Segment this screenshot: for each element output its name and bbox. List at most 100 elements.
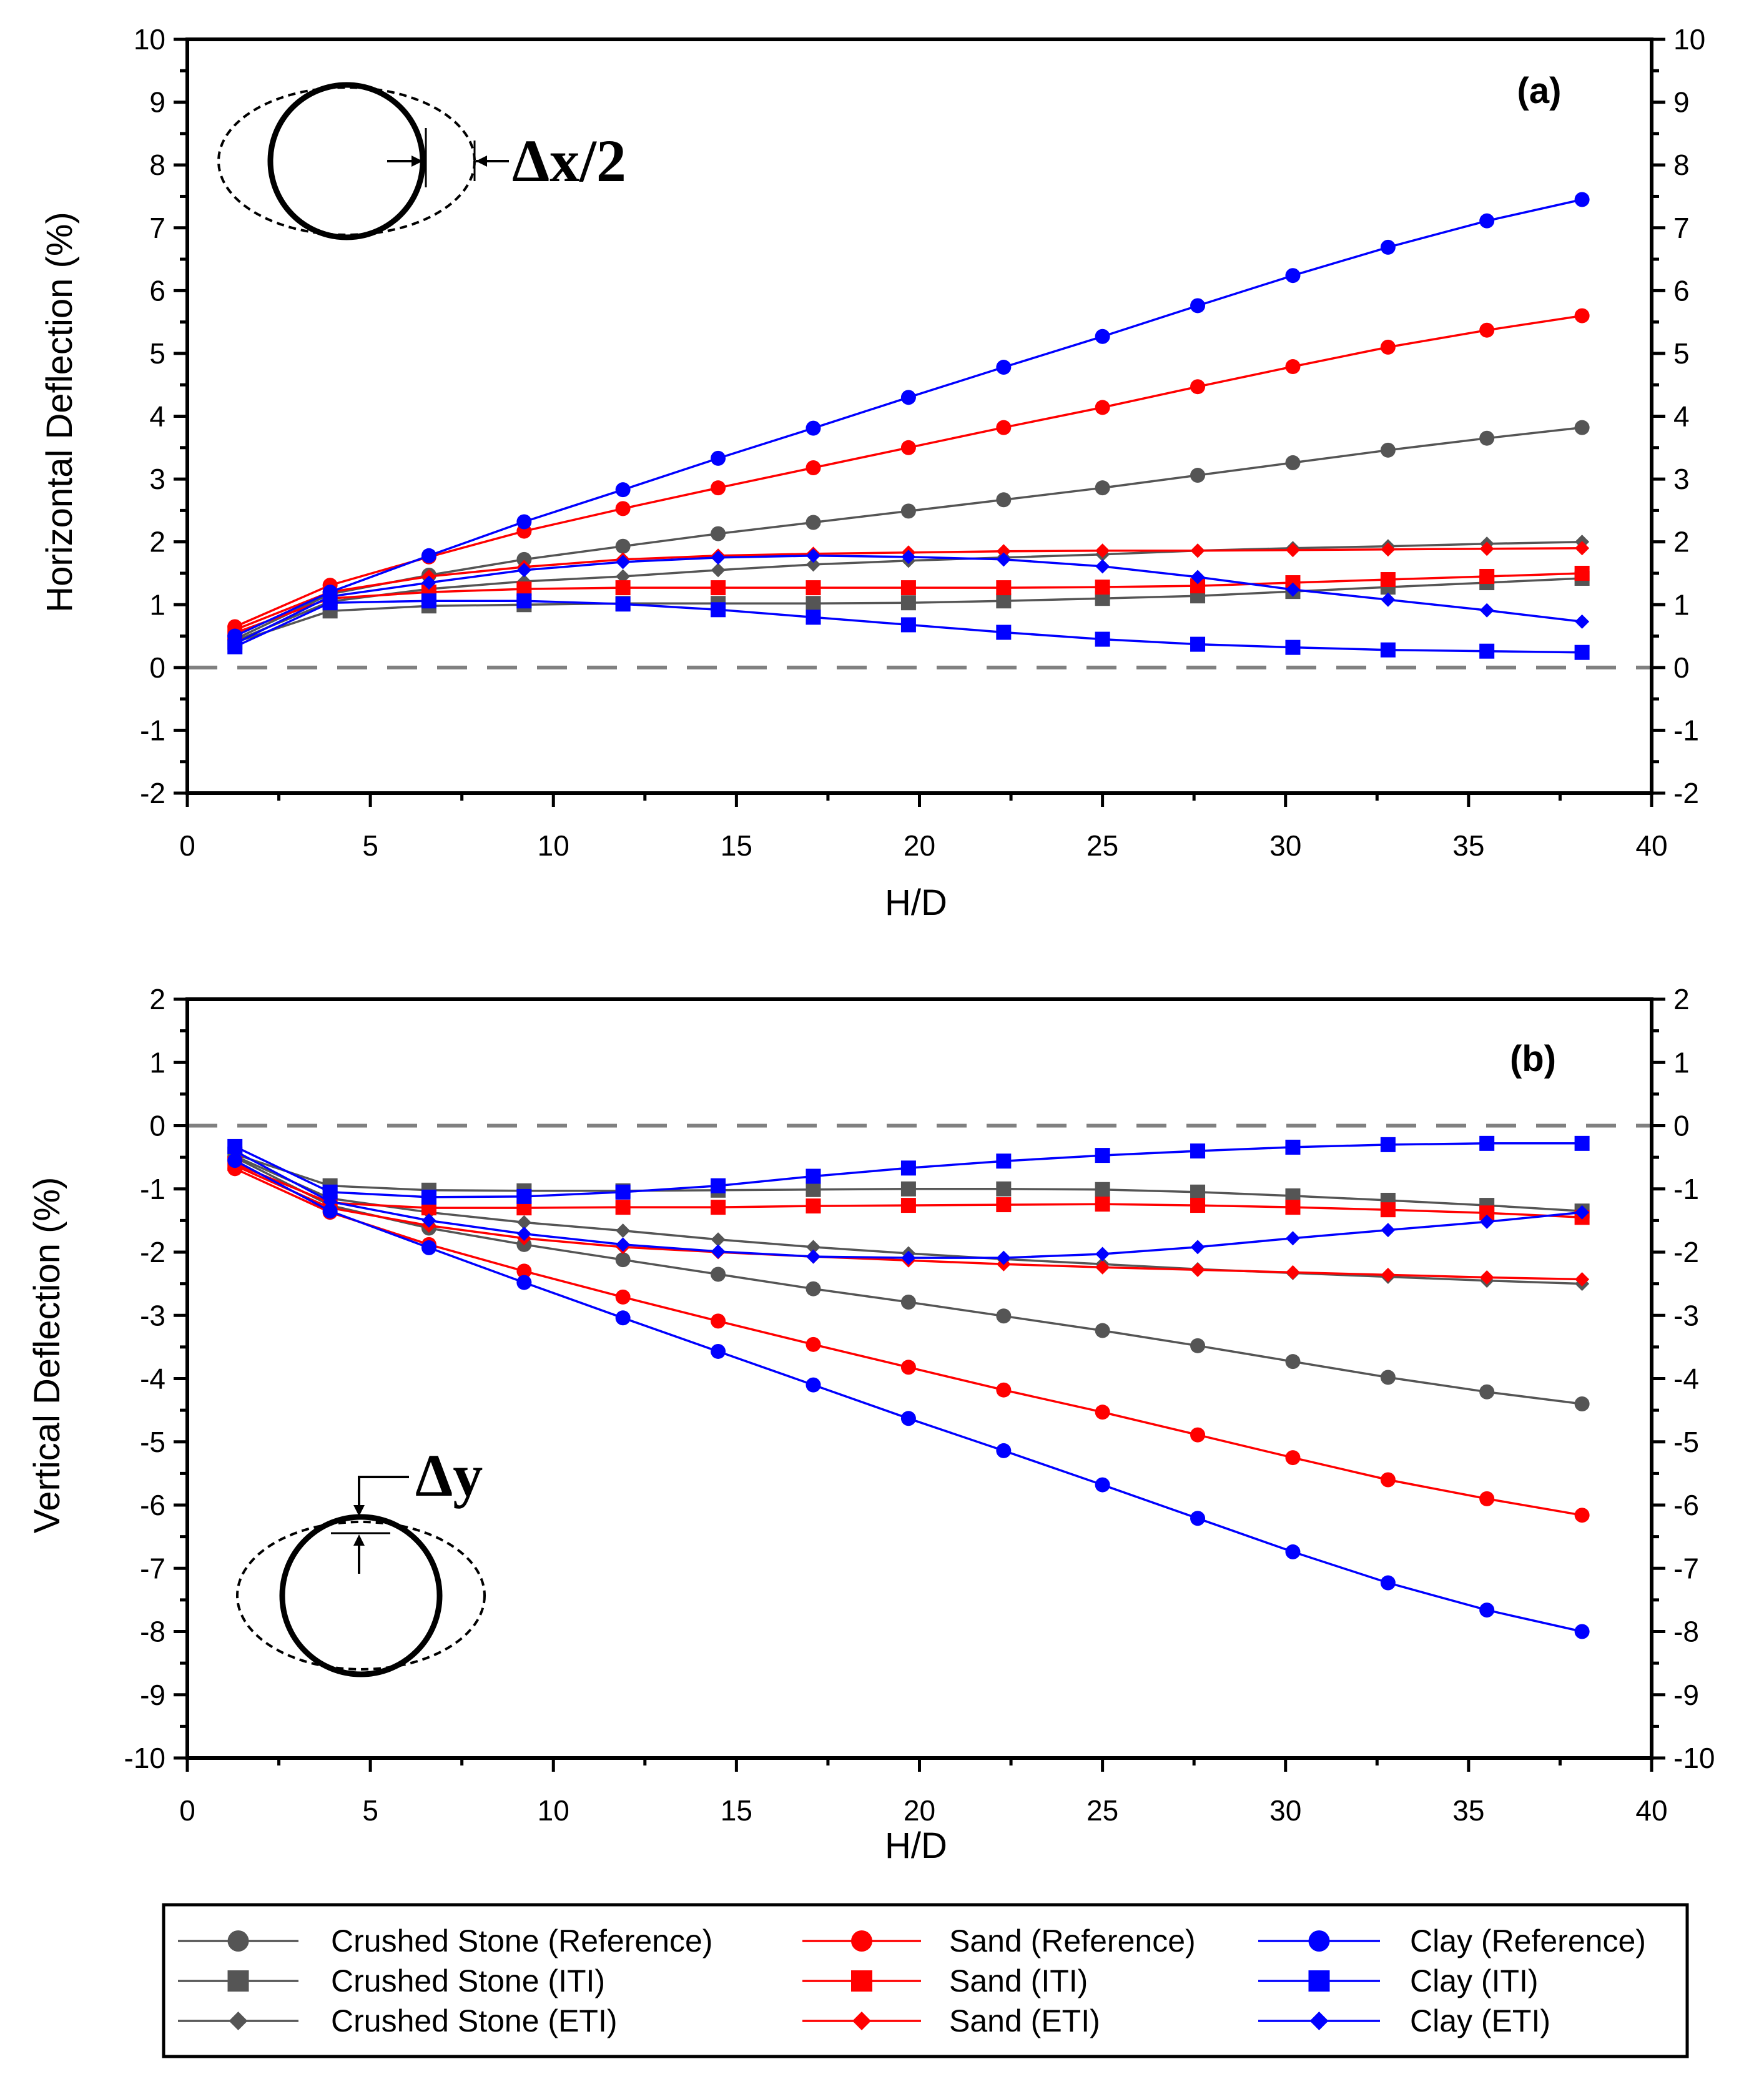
- panel-a-y-tick-label-left: 2: [149, 526, 165, 558]
- panel-b-series-clay-reference: [227, 1153, 1590, 1639]
- panel-b-y-tick-label-right: -3: [1673, 1299, 1699, 1331]
- panel-a-y-axis-title: Horizontal Deflection (%): [39, 212, 80, 612]
- panel-a-y-tick-label-right: 1: [1673, 588, 1690, 621]
- panel-a-series-sand-reference-point: [806, 460, 821, 475]
- panel-a-x-tick-label: 25: [1086, 829, 1118, 862]
- panel-b-series-crushed-stone-reference-point: [1574, 1396, 1590, 1411]
- panel-b-series-crushed-stone-reference-point: [900, 1294, 916, 1310]
- panel-b-series-crushed-stone-reference-point: [1380, 1370, 1396, 1385]
- panel-a-y-tick-label-right: -2: [1673, 777, 1699, 809]
- panel-a-series-crushed-stone-reference-point: [711, 526, 726, 541]
- panel-a-series-clay-reference-point: [900, 390, 916, 405]
- legend-item-sand-reference-label: Sand (Reference): [949, 1923, 1196, 1958]
- panel-b-series-clay-reference-point: [227, 1153, 243, 1168]
- panel-a-series-clay-eti-point: [1190, 570, 1205, 585]
- panel-a-pipe-deflection-inset: Δx/2: [217, 82, 626, 240]
- panel-a-series-clay-iti-point: [615, 596, 631, 612]
- legend-frame: [162, 1903, 1689, 2058]
- panel-b-series-clay-iti-point: [421, 1189, 436, 1205]
- panel-b-series-clay-eti-point: [1190, 1240, 1205, 1255]
- panel-a-series-sand-reference-point: [1190, 379, 1206, 395]
- panel-a-series-clay-eti: [227, 548, 1590, 651]
- panel-a-y-tick-label-left: 10: [134, 23, 165, 56]
- legend-item-sand-eti-marker: [852, 2012, 871, 2030]
- panel-b-series-clay-iti-point: [900, 1160, 916, 1176]
- legend-item-sand-iti: Sand (ITI): [802, 1963, 1088, 1998]
- legend-item-clay-eti: Clay (ETI): [1258, 2003, 1550, 2038]
- panel-b-series-sand-iti-point: [1285, 1200, 1301, 1215]
- panel-b-y-tick-label-left: -4: [140, 1363, 165, 1395]
- panel-a-series-clay-iti-point: [1574, 644, 1590, 660]
- panel-b-series-clay-reference-point: [1574, 1624, 1590, 1639]
- panel-b-series-clay-reference-point: [1380, 1575, 1396, 1591]
- panel-b-y-tick-label-right: -9: [1673, 1679, 1699, 1711]
- panel-a-series-crushed-stone-eti-point: [616, 569, 631, 584]
- panel-a-series-clay-iti-point: [516, 593, 532, 609]
- panel-a-series-sand-reference-point: [1574, 308, 1590, 323]
- panel-b-series-clay-iti-point: [615, 1184, 631, 1200]
- panel-b-x-tick-label: 25: [1086, 1794, 1118, 1827]
- panel-a-x-tick-label: 40: [1635, 829, 1667, 862]
- panel-b-y-tick-label-right: -6: [1673, 1489, 1699, 1521]
- panel-a-series-clay-eti-point: [806, 548, 820, 563]
- panel-a-series-clay-reference-point: [615, 482, 631, 498]
- panel-b-series-clay-reference-point: [1479, 1602, 1495, 1618]
- panel-a-x-tick-label: 30: [1269, 829, 1301, 862]
- panel-a-series-clay-iti-point: [421, 593, 436, 609]
- panel-a-series-group: [227, 192, 1590, 660]
- panel-a-series-clay-eti-point: [1285, 582, 1300, 597]
- panel-b-series-clay-reference-point: [996, 1443, 1012, 1458]
- legend-item-sand-eti-label: Sand (ETI): [949, 2003, 1100, 2038]
- panel-a-series-sand-iti-point: [1479, 568, 1495, 584]
- panel-b-series-clay-reference-point: [516, 1275, 532, 1290]
- panel-b-x-tick-label: 15: [721, 1794, 752, 1827]
- panel-b-series-sand-eti-point: [1190, 1262, 1205, 1277]
- panel-b-series-sand-reference-point: [1479, 1491, 1495, 1506]
- panel-a-x-axis-title: H/D: [885, 882, 947, 923]
- panel-a-y-tick-label-right: 8: [1673, 149, 1690, 181]
- panel-b-series-clay-iti-point: [806, 1168, 821, 1184]
- panel-a-series-crushed-stone-iti-point: [900, 595, 916, 611]
- panel-b-y-tick-label-right: -1: [1673, 1173, 1699, 1205]
- panel-a-series-sand-reference-point: [1095, 400, 1110, 415]
- panel-a-series-clay-reference-point: [516, 514, 532, 530]
- panel-b-series-clay-eti-point: [323, 1194, 338, 1209]
- panel-a-series-crushed-stone-iti-point: [996, 593, 1012, 609]
- panel-b-y-tick-label-left: -3: [140, 1299, 165, 1331]
- panel-b-x-tick-label: 40: [1635, 1794, 1667, 1827]
- panel-a-series-crushed-stone-reference-point: [1574, 420, 1590, 435]
- panel-a-y-tick-label-left: 9: [149, 86, 165, 119]
- panel-a-y-tick-label-left: 4: [149, 400, 165, 433]
- panel-a-series-clay-reference-point: [421, 548, 436, 563]
- panel-b-series-crushed-stone-eti-point: [711, 1232, 726, 1247]
- panel-a-x-tick-label: 5: [362, 829, 378, 862]
- panel-b-y-tick-label-right: 2: [1673, 983, 1690, 1015]
- panel-a-series-sand-reference-point: [996, 420, 1012, 435]
- panel-b-series-clay-reference-point: [900, 1411, 916, 1426]
- panel-a-series-clay-eti-point: [421, 575, 436, 590]
- panel-a-series-clay-iti-point: [996, 625, 1012, 640]
- panel-a-series-sand-iti-point: [900, 580, 916, 596]
- panel-a-y-tick-label-right: 7: [1673, 212, 1690, 244]
- panel-a-y-tick-label-left: -1: [140, 714, 165, 746]
- panel-b-x-axis-title: H/D: [885, 1825, 947, 1866]
- panel-b-series-clay-iti-point: [1095, 1148, 1110, 1163]
- panel-b-y-tick-label-left: 2: [149, 983, 165, 1015]
- panel-a-series-crushed-stone-reference-point: [996, 492, 1012, 508]
- panel-b-y-tick-label-right: -2: [1673, 1236, 1699, 1268]
- panel-b-series-group: [227, 1135, 1590, 1639]
- legend-item-sand-reference: Sand (Reference): [802, 1923, 1196, 1958]
- panel-a-series-sand-iti-point: [1095, 580, 1110, 595]
- panel-b-series-clay-reference-point: [1285, 1544, 1301, 1559]
- panel-a-series-clay-eti-point: [616, 555, 631, 570]
- panel-a-series-sand-reference-point: [1380, 339, 1396, 355]
- panel-a-series-clay-eti-point: [996, 552, 1011, 567]
- panel-b-series-crushed-stone-eti-point: [516, 1215, 531, 1230]
- panel-b-x-tick-label: 35: [1452, 1794, 1484, 1827]
- legend-item-crushed-stone-reference: Crushed Stone (Reference): [178, 1923, 712, 1958]
- panel-a-series-clay-reference-point: [1574, 192, 1590, 207]
- panel-a-series-sand-iti-point: [1380, 572, 1396, 588]
- panel-b-series-crushed-stone-iti-point: [1095, 1182, 1110, 1197]
- panel-a-series-sand-reference-point: [1479, 322, 1495, 338]
- panel-b-series-sand-reference-point: [516, 1263, 532, 1279]
